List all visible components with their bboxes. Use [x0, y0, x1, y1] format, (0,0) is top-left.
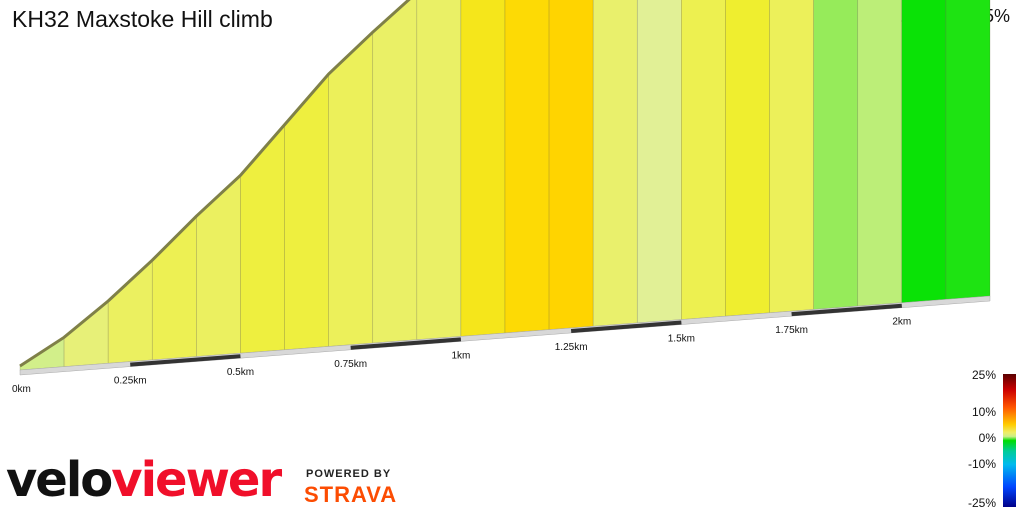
- gradient-segment: [813, 0, 859, 310]
- gradient-segment: [548, 0, 594, 330]
- scale-bar: [130, 354, 241, 367]
- x-tick-label: 0.75km: [334, 359, 367, 370]
- x-tick-label: 0km: [12, 384, 31, 395]
- gradient-segment: [240, 123, 285, 354]
- x-axis-ticks: 0km 0.25km 0.5km 0.75km 1km 1.25km 1.5km 1.75km…: [12, 303, 911, 395]
- gradient-segment: [945, 0, 991, 300]
- gradient-segment: [636, 0, 682, 324]
- legend-label-minus10: -10%: [967, 457, 996, 471]
- gradient-segment: [372, 0, 418, 344]
- gradient-segment: [504, 0, 550, 334]
- veloviewer-logo: veloviewer: [6, 452, 282, 508]
- scale-bar: [570, 320, 682, 333]
- gradient-segment: [681, 0, 726, 320]
- x-tick-label: 1.75km: [775, 325, 808, 336]
- page-title: KH32 Maxstoke Hill climb: [12, 6, 273, 32]
- x-tick-label: 1.5km: [668, 334, 695, 345]
- profile-base: [19, 295, 991, 376]
- profile-ridge-line: [19, 0, 411, 368]
- x-tick-label: 1km: [451, 350, 470, 361]
- legend-label-0: 0%: [978, 431, 996, 445]
- x-tick-label: 0.25km: [114, 376, 147, 387]
- x-tick-label: 0.5km: [227, 367, 254, 378]
- gradient-segment: [107, 259, 153, 364]
- x-tick-label: 2km: [892, 317, 911, 328]
- x-tick-label: 1.25km: [555, 342, 588, 353]
- powered-by-label: POWERED BY: [306, 468, 392, 480]
- gradient-segment: [592, 0, 638, 327]
- scale-bar: [791, 303, 902, 317]
- gradient-segment: [328, 31, 374, 347]
- gradient-colorbar: [1003, 374, 1016, 507]
- legend-label-25: 25%: [971, 368, 996, 382]
- scale-bar: [350, 337, 462, 350]
- gradient-segment: [725, 0, 770, 317]
- gradient-segment: [416, 0, 462, 341]
- gradient-segments: [19, 0, 991, 371]
- gradient-segment: [769, 0, 814, 314]
- gradient-segment: [196, 174, 241, 357]
- strava-logo: STRAVA: [304, 482, 398, 507]
- gradient-segment: [901, 0, 947, 304]
- gradient-segment: [460, 0, 506, 337]
- profile-outline: [19, 0, 991, 376]
- legend-label-minus25: -25%: [967, 496, 996, 510]
- gradient-segment: [857, 0, 903, 307]
- legend-label-10: 10%: [971, 405, 996, 419]
